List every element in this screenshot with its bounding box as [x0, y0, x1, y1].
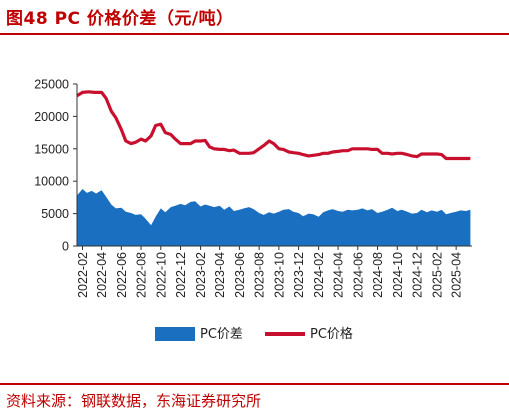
source-rule: [0, 383, 509, 385]
legend-swatch-spread: [155, 327, 195, 341]
x-axis: 2022-02 2022-04 2022-06 2022-08 2022-10 2022-…: [76, 245, 472, 298]
y-axis: 0 5000 10000 15000 20000 25000: [34, 78, 78, 254]
x-tick-label: 2025-04: [450, 252, 464, 298]
legend-label-spread: PC价差: [200, 327, 243, 342]
x-tick-label: 2024-10: [391, 252, 405, 298]
y-tick-label: 20000: [34, 110, 69, 124]
plot-area: [76, 90, 471, 246]
x-tick-label: 2023-12: [292, 252, 306, 298]
title-rule: [0, 33, 509, 35]
y-tick-label: 5000: [41, 207, 69, 221]
x-tick-label: 2022-12: [174, 252, 188, 298]
source-note: 资料来源：钢联数据，东海证券研究所: [6, 392, 262, 410]
x-tick-label: 2022-06: [115, 252, 129, 298]
legend-label-price: PC价格: [310, 326, 353, 342]
y-tick-label: 10000: [34, 175, 69, 189]
x-tick-label: 2024-04: [332, 252, 346, 298]
x-tick-label: 2023-10: [272, 252, 286, 298]
x-tick-label: 2023-04: [213, 252, 227, 298]
x-tick-label: 2023-06: [233, 252, 247, 298]
x-tick-label: 2022-08: [135, 252, 149, 298]
x-tick-label: 2024-08: [371, 252, 385, 298]
x-tick-label: 2022-02: [76, 252, 90, 298]
legend: PC价差 PC价格: [155, 326, 353, 342]
x-tick-label: 2025-02: [431, 252, 445, 298]
y-tick-label: 15000: [34, 142, 69, 156]
x-tick-label: 2023-02: [194, 252, 208, 298]
x-tick-label: 2022-10: [154, 252, 168, 298]
series-area-pc-spread: [77, 189, 471, 246]
y-tick-label: 0: [62, 240, 69, 254]
y-tick-label: 25000: [34, 78, 69, 92]
series-line-pc-price: [76, 90, 471, 161]
x-tick-label: 2022-04: [95, 252, 109, 298]
x-tick-label: 2024-06: [351, 252, 365, 298]
x-tick-label: 2024-02: [312, 252, 326, 298]
figure-title: 图48 PC 价格价差（元/吨）: [6, 9, 234, 29]
x-tick-label: 2023-08: [253, 252, 267, 298]
x-tick-label: 2024-12: [411, 252, 425, 298]
